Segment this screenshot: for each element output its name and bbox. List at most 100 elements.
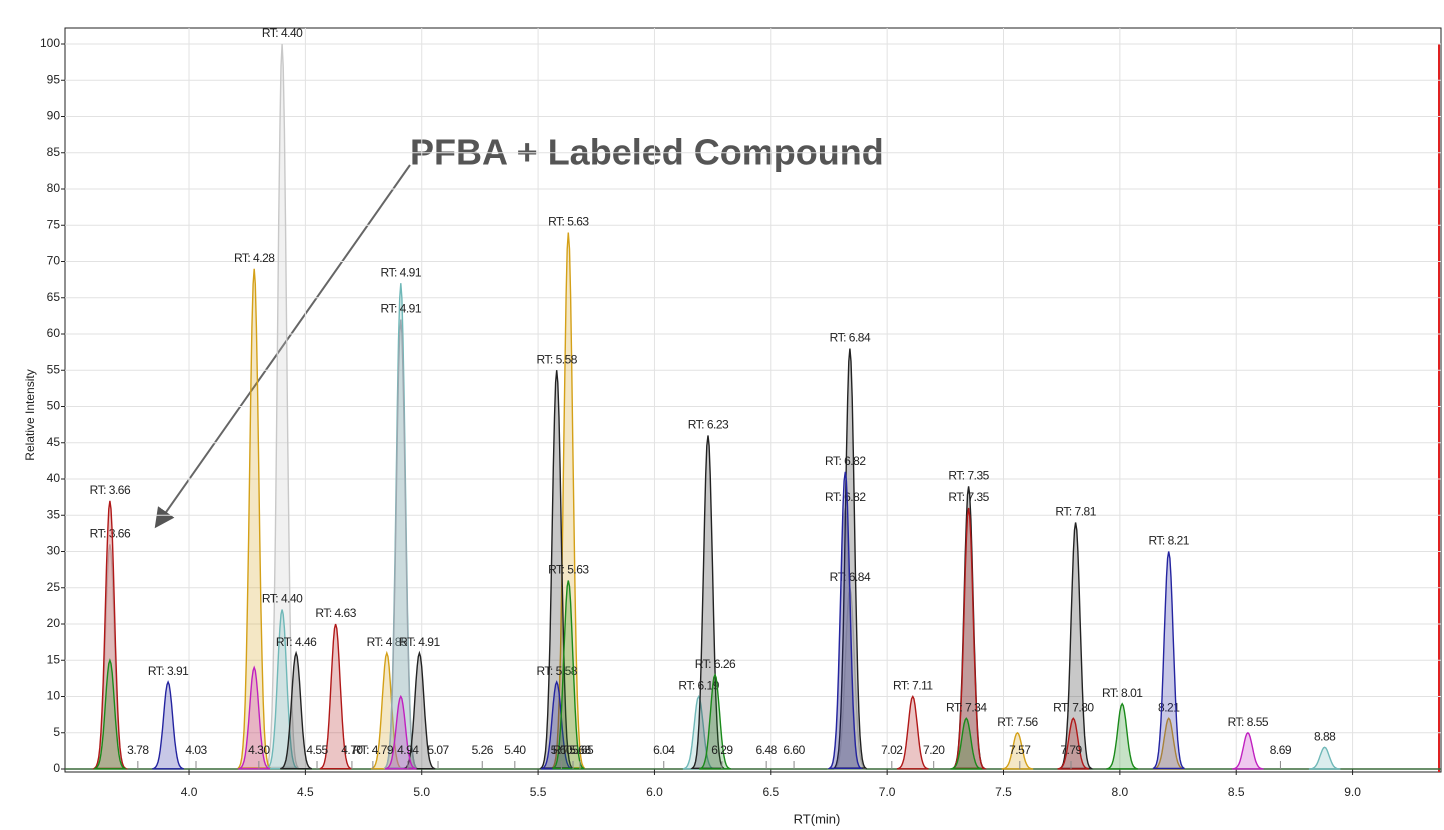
peak [1308, 746, 1341, 770]
peak-label: RT: 6.19 [678, 679, 719, 693]
peak [896, 694, 929, 770]
minor-peak-label: 4.30 [248, 743, 270, 757]
minor-peak-label: 4.55 [306, 743, 328, 757]
y-tick-label: 80 [47, 181, 61, 195]
peak [1057, 522, 1094, 770]
peak-label: RT: 4.91 [399, 635, 440, 649]
peak [950, 507, 987, 770]
x-tick-label: 8.0 [1112, 785, 1129, 799]
annotation: PFBA + Labeled Compound [410, 132, 884, 173]
x-tick-label: 5.0 [413, 785, 430, 799]
peak-label: RT: 4.40 [262, 26, 303, 40]
y-tick-label: 100 [40, 36, 60, 50]
peak-label: RT: 4.28 [234, 251, 275, 265]
x-tick-label: 9.0 [1344, 785, 1361, 799]
plot-frame [64, 27, 1442, 773]
minor-peak-label: 7.57 [1009, 743, 1031, 757]
minor-peak-label: 6.60 [783, 743, 805, 757]
peak-label: RT: 7.81 [1055, 505, 1096, 519]
minor-peak-label: 3.78 [127, 743, 149, 757]
peak-label: RT: 7.80 [1053, 700, 1094, 714]
peak-label: RT: 8.55 [1228, 715, 1269, 729]
minor-peak-label: 4.03 [185, 743, 207, 757]
minor-peak-label: 5.68 [569, 743, 591, 757]
y-axis-label: Relative Intensity [23, 369, 37, 460]
peak [1106, 702, 1139, 770]
minor-peak-label: RT: 4.79 [353, 743, 394, 757]
y-tick-label: 45 [47, 435, 61, 449]
x-tick-label: 7.5 [995, 785, 1012, 799]
y-tick-label: 25 [47, 580, 61, 594]
minor-peak-label: 6.48 [755, 743, 777, 757]
peak-label: RT: 8.21 [1148, 534, 1189, 548]
peak-label: RT: 4.40 [262, 592, 303, 606]
y-tick-label: 15 [47, 652, 61, 666]
peak [92, 500, 129, 770]
y-tick-label: 55 [47, 362, 61, 376]
peak [832, 348, 868, 769]
peak [370, 650, 403, 770]
peak-label: RT: 6.84 [830, 331, 871, 345]
y-tick-label: 0 [53, 761, 60, 775]
peak [93, 658, 126, 770]
peak-label: RT: 4.85 [367, 635, 408, 649]
x-axis-label: RT(min) [794, 811, 841, 826]
peak [152, 680, 184, 770]
minor-peak-label: 7.79 [1060, 743, 1082, 757]
x-tick-label: 4.0 [181, 785, 198, 799]
peak [827, 471, 864, 769]
peak [238, 665, 271, 770]
y-tick-label: 75 [47, 217, 61, 231]
peak-label: RT: 4.46 [276, 635, 317, 649]
x-tick-label: 8.5 [1228, 785, 1245, 799]
y-tick-label: 70 [47, 254, 61, 268]
minor-peak-label: 7.02 [881, 743, 903, 757]
peak [690, 435, 726, 769]
peak-label: RT: 3.66 [90, 526, 131, 540]
y-tick-label: 65 [47, 290, 61, 304]
peak-label: RT: 6.26 [695, 657, 736, 671]
peak [280, 650, 312, 770]
peak-label: 8.88 [1314, 729, 1336, 743]
peak [699, 672, 731, 770]
peak [265, 43, 300, 769]
minor-peak-label: 5.40 [504, 743, 526, 757]
minor-peak-label: 5.60 [551, 743, 573, 757]
minor-peak-label: 4.70 [341, 743, 363, 757]
y-tick-label: 30 [47, 544, 61, 558]
peak [1152, 551, 1185, 770]
peak-label: RT: 5.58 [536, 664, 577, 678]
peak-label: RT: 7.35 [948, 468, 989, 482]
peak-label: RT: 4.91 [381, 302, 422, 316]
peak-label: RT: 3.91 [148, 664, 189, 678]
peak [1001, 731, 1034, 770]
peak [540, 680, 573, 770]
y-tick-label: 20 [47, 616, 61, 630]
peak [403, 650, 436, 770]
peak-label: RT: 6.84 [830, 570, 871, 584]
peak [1232, 731, 1264, 770]
peak-label: RT: 5.58 [536, 352, 577, 366]
y-tick-label: 5 [53, 725, 60, 739]
peak-label: RT: 7.11 [893, 679, 933, 693]
minor-peak-label: 4.94 [397, 743, 419, 757]
peak [1057, 717, 1090, 770]
peak-label: RT: 4.63 [315, 606, 356, 620]
minor-peak-label: 7.20 [923, 743, 945, 757]
y-tick-label: 35 [47, 507, 61, 521]
peak [1152, 717, 1185, 770]
x-tick-label: 6.0 [646, 785, 663, 799]
peak-label: RT: 7.34 [946, 700, 987, 714]
y-tick-label: 10 [47, 689, 61, 703]
peak-label: RT: 5.63 [548, 563, 589, 577]
peak [383, 319, 419, 769]
minor-peak-label: 5.26 [472, 743, 494, 757]
y-tick-label: 40 [47, 471, 61, 485]
peak-label: RT: 6.82 [825, 454, 866, 468]
x-tick-label: 4.5 [297, 785, 314, 799]
y-tick-label: 85 [47, 145, 61, 159]
peak [319, 623, 352, 770]
x-tick-label: 5.5 [530, 785, 547, 799]
peak-label: RT: 4.91 [381, 265, 422, 279]
